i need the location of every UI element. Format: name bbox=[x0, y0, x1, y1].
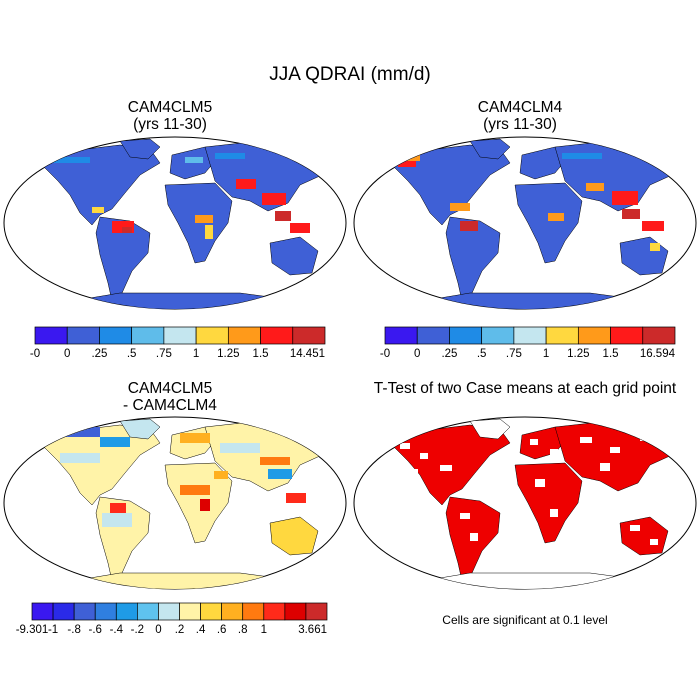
colorbar-swatch bbox=[610, 326, 644, 345]
colorbar-label: 1.25 bbox=[567, 348, 589, 360]
africa bbox=[514, 182, 583, 264]
colorbar-swatch bbox=[292, 326, 326, 345]
colorbar-swatch bbox=[200, 602, 222, 621]
colorbar-label: .8 bbox=[238, 624, 248, 636]
colorbar-label: .6 bbox=[217, 624, 227, 636]
africa bbox=[514, 462, 583, 544]
panel-title-line1: CAM4CLM5 bbox=[127, 99, 213, 116]
colorbar-swatch bbox=[31, 602, 54, 621]
colorbar-label: 0 bbox=[414, 348, 420, 360]
colorbar-swatch bbox=[179, 602, 201, 621]
colorbar-label: 1.25 bbox=[217, 348, 239, 360]
colorbar-swatch bbox=[221, 602, 244, 621]
colorbar-label: .75 bbox=[156, 348, 172, 360]
greenland bbox=[119, 138, 161, 160]
panel-title-line1: CAM4CLM5 bbox=[127, 380, 213, 397]
greenland bbox=[469, 418, 511, 440]
colorbar-label: -.4 bbox=[110, 624, 124, 636]
panel-title-line2: - CAM4CLM4 bbox=[123, 397, 217, 414]
colorbar-label: .5 bbox=[477, 348, 487, 360]
colorbar-swatch bbox=[481, 326, 515, 345]
main-title: JJA QDRAI (mm/d) bbox=[269, 64, 431, 85]
colorbar-swatch bbox=[260, 326, 294, 345]
colorbar-swatch bbox=[163, 326, 197, 345]
colorbar-label: .25 bbox=[91, 348, 107, 360]
colorbar-swatch bbox=[195, 326, 229, 345]
colorbar-swatch bbox=[99, 326, 133, 345]
colorbar-swatch bbox=[227, 326, 261, 345]
antarctica bbox=[389, 292, 671, 309]
greenland bbox=[469, 138, 511, 160]
panel-title-top-right: CAM4CLM4 (yrs 11-30) bbox=[420, 99, 620, 133]
colorbar-label: .75 bbox=[506, 348, 522, 360]
colorbar-label: 1.5 bbox=[603, 348, 619, 360]
colorbar-swatch bbox=[158, 602, 180, 621]
colorbar-swatch bbox=[305, 602, 328, 621]
colorbar-swatch bbox=[284, 602, 307, 621]
panel-title-line2: (yrs 11-30) bbox=[133, 116, 207, 133]
colorbar-swatch bbox=[384, 326, 418, 345]
colorbar-swatch bbox=[416, 326, 450, 345]
colorbar-label: 1 bbox=[261, 624, 267, 636]
greenland bbox=[119, 418, 161, 440]
colorbar-swatch bbox=[131, 326, 165, 345]
antarctica bbox=[389, 572, 671, 589]
colorbar-label: 1 bbox=[543, 348, 549, 360]
colorbar-label: -0 bbox=[380, 348, 390, 360]
colorbar-swatch bbox=[66, 326, 100, 345]
australia bbox=[269, 236, 319, 276]
colorbar-label: .4 bbox=[196, 624, 206, 636]
colorbar-label: -0 bbox=[30, 348, 40, 360]
colorbar-label: -1 bbox=[48, 624, 58, 636]
colorbar-swatch bbox=[642, 326, 676, 345]
australia bbox=[269, 516, 319, 556]
map-top-right bbox=[353, 136, 697, 310]
colorbar-swatch bbox=[242, 602, 265, 621]
colorbar-swatch bbox=[513, 326, 547, 345]
antarctica bbox=[39, 572, 321, 589]
colorbar-bottom-left: -9.301 -1 -.8 -.6 -.4 -.2 0 .2 .4 .6 .8 1 3.661 bbox=[16, 602, 328, 636]
panel-title-line1: CAM4CLM4 bbox=[477, 99, 563, 116]
land-layer bbox=[39, 138, 336, 309]
map-bottom-right bbox=[353, 416, 697, 590]
panel-title-line1: T-Test of two Case means at each grid po… bbox=[373, 380, 677, 397]
colorbar-label: .2 bbox=[175, 624, 185, 636]
panel-title-bottom-right: T-Test of two Case means at each grid po… bbox=[350, 380, 700, 397]
colorbar-label: 3.661 bbox=[298, 624, 327, 636]
colorbar-swatch bbox=[52, 602, 75, 621]
colorbar-label: 1 bbox=[193, 348, 199, 360]
colorbar-swatch bbox=[94, 602, 117, 621]
colorbar-label: 14.451 bbox=[290, 348, 325, 360]
colorbar-swatch bbox=[115, 602, 138, 621]
colorbar-swatch bbox=[545, 326, 579, 345]
colorbar-label: 1.5 bbox=[253, 348, 269, 360]
colorbar-top-right: -0 0 .25 .5 .75 1 1.25 1.5 16.594 bbox=[380, 326, 676, 360]
colorbar-swatch bbox=[449, 326, 483, 345]
colorbar-top-left: -0 0 .25 .5 .75 1 1.25 1.5 14.451 bbox=[30, 326, 326, 360]
panel-title-line2: (yrs 11-30) bbox=[483, 116, 557, 133]
colorbar-label: -.2 bbox=[131, 624, 144, 636]
colorbar-label: -.6 bbox=[89, 624, 102, 636]
colorbar-swatch bbox=[34, 326, 68, 345]
colorbar-label: 0 bbox=[64, 348, 70, 360]
colorbar-label: -.8 bbox=[67, 624, 80, 636]
significance-note: Cells are significant at 0.1 level bbox=[442, 613, 608, 627]
colorbar-swatch bbox=[577, 326, 611, 345]
map-top-left bbox=[3, 136, 347, 310]
colorbar-label: 16.594 bbox=[640, 348, 676, 360]
antarctica bbox=[39, 292, 321, 309]
colorbar-swatch bbox=[137, 602, 159, 621]
panel-title-top-left: CAM4CLM5 (yrs 11-30) bbox=[70, 99, 270, 133]
map-bottom-left bbox=[3, 416, 347, 590]
colorbar-swatch bbox=[73, 602, 96, 621]
colorbar-label: .25 bbox=[441, 348, 457, 360]
panel-title-bottom-left: CAM4CLM5 - CAM4CLM4 bbox=[70, 380, 270, 414]
colorbar-label: .5 bbox=[127, 348, 137, 360]
colorbar-label: -9.301 bbox=[16, 624, 49, 636]
colorbar-swatch bbox=[263, 602, 286, 621]
colorbar-label: 0 bbox=[155, 624, 161, 636]
